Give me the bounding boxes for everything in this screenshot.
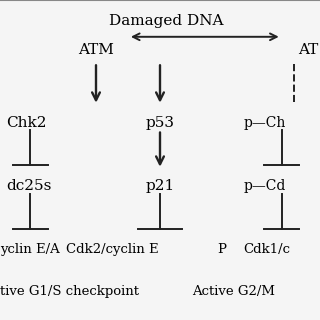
Text: yclin E/A: yclin E/A <box>0 243 60 256</box>
Text: Chk2: Chk2 <box>6 116 47 130</box>
Text: p—Ch: p—Ch <box>243 116 285 130</box>
Text: AT: AT <box>298 43 318 57</box>
Text: dc25s: dc25s <box>6 179 52 193</box>
Text: p53: p53 <box>146 116 174 130</box>
Text: Cdk2/cyclin E: Cdk2/cyclin E <box>66 243 158 256</box>
Text: Damaged DNA: Damaged DNA <box>109 14 224 28</box>
Text: tive G1/S checkpoint: tive G1/S checkpoint <box>0 285 139 298</box>
Text: p21: p21 <box>145 179 175 193</box>
Text: ATM: ATM <box>78 43 114 57</box>
Text: Active G2/M: Active G2/M <box>192 285 275 298</box>
Text: P: P <box>218 243 227 256</box>
Text: p—Cd: p—Cd <box>243 179 285 193</box>
Text: Cdk1/c: Cdk1/c <box>243 243 290 256</box>
